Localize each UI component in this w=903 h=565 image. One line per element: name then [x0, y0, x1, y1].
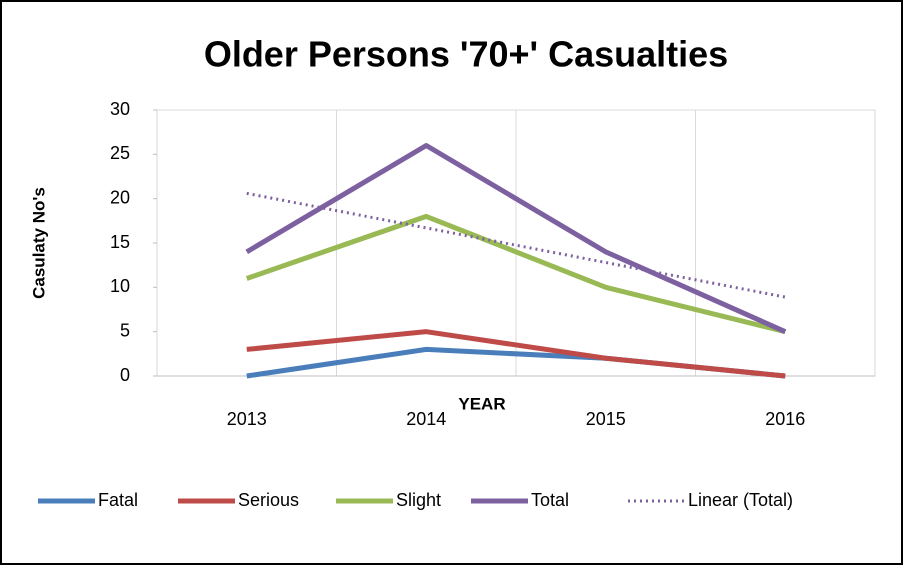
series-line: [245, 142, 787, 334]
trend-line: [246, 191, 786, 299]
y-tick-label: 5: [120, 320, 130, 340]
legend-label: Linear (Total): [688, 490, 793, 510]
legend-label: Total: [531, 490, 569, 510]
y-tick-label: 10: [110, 276, 130, 296]
x-tick-label: 2013: [227, 409, 267, 429]
x-tick-label: 2014: [406, 409, 446, 429]
y-tick-label: 15: [110, 232, 130, 252]
y-axis-title: Casulaty No's: [29, 187, 48, 299]
y-tick-label: 25: [110, 143, 130, 163]
x-tick-label: 2015: [586, 409, 626, 429]
x-tick-label: 2016: [765, 409, 805, 429]
legend-label: Serious: [238, 490, 299, 510]
y-tick-label: 0: [120, 365, 130, 385]
series-line: [246, 329, 786, 379]
chart-title: Older Persons '70+' Casualties: [204, 34, 728, 75]
legend-label: Fatal: [98, 490, 138, 510]
x-axis-title: YEAR: [458, 394, 505, 413]
y-tick-label: 30: [110, 99, 130, 119]
legend-label: Slight: [396, 490, 441, 510]
y-tick-label: 20: [110, 187, 130, 207]
series-line: [245, 213, 786, 335]
